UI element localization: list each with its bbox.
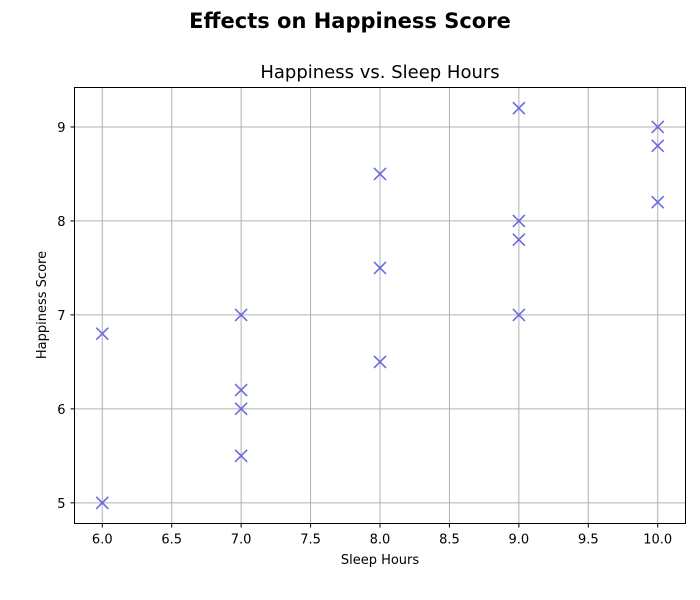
grid-lines xyxy=(74,87,686,524)
data-point xyxy=(512,214,526,228)
data-point xyxy=(95,327,109,341)
y-axis-label: Happiness Score xyxy=(35,251,50,359)
y-tick-label: 6 xyxy=(57,403,65,418)
y-tick-label: 8 xyxy=(57,215,65,230)
data-point xyxy=(373,167,387,181)
x-tick-label: 10.0 xyxy=(643,533,672,548)
x-tick-label: 9.0 xyxy=(509,533,530,548)
data-point xyxy=(95,496,109,510)
data-point xyxy=(234,383,248,397)
x-axis-label: Sleep Hours xyxy=(341,553,420,568)
x-tick-label: 6.5 xyxy=(161,533,182,548)
axis-ticks: 6.0 6.5 7.0 7.5 8.0 8.5 9.0 9.5 10.0 5 6 7 8 9 xyxy=(57,121,672,548)
x-tick-label: 6.0 xyxy=(92,533,113,548)
y-tick-label: 5 xyxy=(57,497,65,512)
data-point xyxy=(651,120,665,134)
data-point xyxy=(512,233,526,247)
data-point xyxy=(373,261,387,275)
x-tick-label: 7.0 xyxy=(231,533,252,548)
data-point xyxy=(373,355,387,369)
figure-suptitle: Effects on Happiness Score xyxy=(189,9,511,33)
data-point xyxy=(234,308,248,322)
y-tick-label: 9 xyxy=(57,121,65,136)
data-point xyxy=(234,402,248,416)
x-tick-label: 8.0 xyxy=(370,533,391,548)
x-tick-label: 9.5 xyxy=(578,533,599,548)
data-point xyxy=(512,101,526,115)
data-point xyxy=(651,195,665,209)
chart-title: Happiness vs. Sleep Hours xyxy=(260,62,499,83)
x-tick-label: 7.5 xyxy=(300,533,321,548)
data-point xyxy=(651,139,665,153)
data-points xyxy=(95,101,665,510)
x-tick-label: 8.5 xyxy=(439,533,460,548)
y-tick-label: 7 xyxy=(57,309,65,324)
data-point xyxy=(512,308,526,322)
data-point xyxy=(234,449,248,463)
